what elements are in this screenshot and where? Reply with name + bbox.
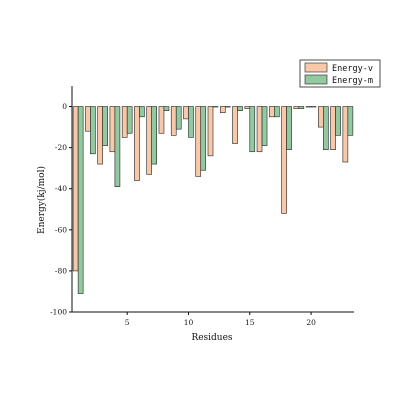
bar-energy-v-19 bbox=[293, 106, 300, 109]
legend-label-energy-v: Energy-v bbox=[332, 64, 373, 74]
bar-energy-m-16 bbox=[261, 106, 268, 146]
bar-energy-m-13 bbox=[224, 106, 231, 108]
bar-energy-m-10 bbox=[188, 106, 194, 138]
bar-energy-m-15 bbox=[249, 106, 256, 153]
y-tick-label: -60 bbox=[55, 225, 67, 234]
bar-energy-v-1 bbox=[72, 106, 79, 272]
bar-energy-v-22 bbox=[330, 106, 336, 150]
y-tick-label: -80 bbox=[55, 266, 67, 275]
bar-energy-v-16 bbox=[256, 106, 263, 153]
bar-energy-v-9 bbox=[170, 106, 177, 136]
bar-energy-m-2 bbox=[90, 106, 96, 155]
bar-energy-v-7 bbox=[146, 106, 152, 175]
bar-energy-v-5 bbox=[121, 106, 128, 138]
bar-energy-v-12 bbox=[207, 106, 214, 157]
legend-swatch-energy-m bbox=[304, 74, 328, 85]
y-tick-label: -40 bbox=[55, 184, 67, 193]
bar-energy-v-17 bbox=[269, 106, 275, 118]
y-axis-title: Energy(kj/mol) bbox=[36, 166, 47, 234]
bar-energy-v-20 bbox=[305, 106, 312, 108]
bar-energy-v-21 bbox=[318, 106, 324, 128]
bar-energy-m-9 bbox=[175, 106, 182, 130]
bars-group bbox=[72, 106, 354, 294]
bar-energy-m-19 bbox=[298, 106, 305, 109]
bar-energy-m-21 bbox=[323, 106, 329, 150]
bar-energy-m-1 bbox=[77, 106, 84, 294]
bar-energy-m-3 bbox=[102, 106, 108, 146]
bar-energy-v-15 bbox=[244, 106, 251, 109]
bar-energy-m-23 bbox=[347, 106, 354, 136]
bar-energy-v-10 bbox=[183, 106, 189, 120]
bar-energy-m-22 bbox=[335, 106, 341, 136]
bar-energy-m-12 bbox=[212, 106, 219, 108]
bar-energy-m-4 bbox=[114, 106, 121, 187]
bar-energy-v-3 bbox=[97, 106, 103, 165]
bar-energy-v-2 bbox=[85, 106, 91, 132]
y-tick-label: -100 bbox=[50, 308, 67, 317]
bar-energy-m-17 bbox=[274, 106, 280, 118]
x-tick-label: 5 bbox=[125, 318, 130, 327]
bar-energy-v-8 bbox=[158, 106, 165, 134]
bar-energy-v-6 bbox=[134, 106, 140, 181]
legend: Energy-v Energy-m bbox=[299, 59, 381, 88]
bar-energy-m-20 bbox=[310, 106, 317, 108]
bar-energy-m-5 bbox=[126, 106, 133, 134]
y-ticks-group: 0 -20 -40 -60 -80 -100 bbox=[50, 102, 72, 317]
bar-energy-v-14 bbox=[232, 106, 238, 144]
bar-energy-m-18 bbox=[286, 106, 292, 150]
y-tick-label: 0 bbox=[62, 102, 67, 111]
bar-energy-m-8 bbox=[163, 106, 170, 111]
bar-energy-m-7 bbox=[151, 106, 157, 165]
bar-energy-v-11 bbox=[195, 106, 202, 177]
bar-energy-v-13 bbox=[219, 106, 226, 114]
y-tick-label: -20 bbox=[55, 143, 67, 152]
bar-energy-v-23 bbox=[342, 106, 349, 163]
bar-energy-m-14 bbox=[237, 106, 243, 111]
bar-energy-v-4 bbox=[109, 106, 116, 153]
legend-swatch-energy-v bbox=[304, 62, 328, 73]
legend-label-energy-m: Energy-m bbox=[332, 76, 373, 86]
x-tick-label: 10 bbox=[184, 318, 194, 327]
bar-energy-m-6 bbox=[139, 106, 145, 118]
x-tick-label: 20 bbox=[306, 318, 316, 327]
bar-energy-v-18 bbox=[281, 106, 287, 214]
bar-energy-m-11 bbox=[200, 106, 207, 171]
x-tick-label: 15 bbox=[245, 318, 255, 327]
x-axis-title: Residues bbox=[191, 333, 232, 343]
x-ticks-group: 5 10 15 20 bbox=[125, 312, 316, 327]
